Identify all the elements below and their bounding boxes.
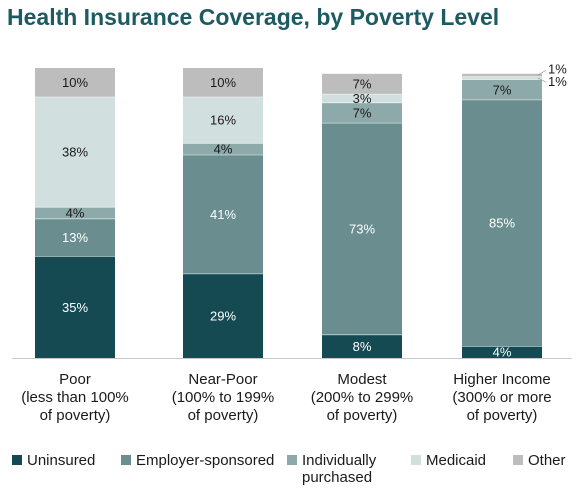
- segment-labels-group: 35%13%4%38%10%29%41%4%16%10%8%73%7%3%7%4…: [62, 61, 567, 359]
- category-label: Near-Poor: [188, 371, 257, 388]
- legend-swatch: [411, 455, 421, 465]
- bar-segment: [462, 99, 542, 347]
- legend-label: Uninsured: [27, 452, 95, 469]
- category-label: (200% to 299%: [311, 389, 414, 406]
- data-label: 85%: [489, 216, 515, 231]
- legend-label: Medicaid: [426, 452, 486, 469]
- data-label: 73%: [349, 221, 375, 236]
- legend-swatch: [121, 455, 131, 465]
- legend-label: Individually: [302, 452, 377, 469]
- data-label-outside: 1%: [548, 61, 567, 76]
- data-label: 4%: [493, 345, 512, 360]
- bar-segment: [462, 346, 542, 358]
- bar-segment: [322, 102, 402, 124]
- category-label: Modest: [337, 371, 387, 388]
- bar-segment: [35, 218, 115, 257]
- data-label: 10%: [62, 75, 88, 90]
- data-label: 29%: [210, 308, 236, 323]
- bar-segment: [183, 155, 263, 274]
- category-label: (300% or more: [452, 389, 551, 406]
- label-leader-line: [537, 69, 547, 76]
- data-label: 3%: [353, 91, 372, 106]
- bar-segment: [322, 334, 402, 358]
- category-label: of poverty): [188, 407, 259, 424]
- label-leader-line: [537, 77, 547, 83]
- category-label: Higher Income: [453, 371, 551, 388]
- bar-segment: [35, 207, 115, 219]
- category-label: of poverty): [40, 407, 111, 424]
- data-label: 13%: [62, 230, 88, 245]
- bar-segment: [183, 97, 263, 144]
- legend-swatch: [12, 455, 22, 465]
- data-label: 10%: [210, 75, 236, 90]
- data-label: 7%: [493, 82, 512, 97]
- data-label-outside: 1%: [548, 74, 567, 89]
- category-label: Poor: [59, 371, 91, 388]
- bar-segment: [462, 79, 542, 100]
- legend-label: Employer-sponsored: [136, 452, 274, 469]
- chart-title: Health Insurance Coverage, by Poverty Le…: [7, 4, 500, 30]
- bar-segment: [462, 76, 542, 80]
- data-label: 4%: [66, 206, 85, 221]
- data-label: 41%: [210, 207, 236, 222]
- data-label: 7%: [353, 105, 372, 120]
- bar-segment: [322, 94, 402, 103]
- bar-segment: [183, 143, 263, 155]
- bar-segment: [322, 123, 402, 335]
- data-label: 35%: [62, 300, 88, 315]
- bar-segment: [35, 97, 115, 208]
- data-label: 38%: [62, 145, 88, 160]
- category-label: (less than 100%: [21, 389, 129, 406]
- bar-segment: [462, 73, 542, 77]
- bar-segment: [35, 256, 115, 358]
- category-labels-group: Poor(less than 100%of poverty)Near-Poor(…: [21, 371, 551, 424]
- bar-segment: [183, 68, 263, 97]
- legend-swatch: [513, 455, 523, 465]
- data-label: 4%: [214, 142, 233, 157]
- data-label: 7%: [353, 76, 372, 91]
- data-label: 16%: [210, 113, 236, 128]
- bar-segment: [35, 68, 115, 97]
- legend: Uninsured Employer-sponsored Individuallyp…: [12, 452, 566, 486]
- bars-group: [12, 68, 572, 359]
- bar-segment: [183, 273, 263, 358]
- legend-label: purchased: [302, 469, 372, 486]
- legend-label: Other: [528, 452, 566, 469]
- legend-swatch: [287, 455, 297, 465]
- category-label: (100% to 199%: [172, 389, 275, 406]
- data-label: 8%: [353, 339, 372, 354]
- bar-segment: [322, 73, 402, 95]
- category-label: of poverty): [467, 407, 538, 424]
- category-label: of poverty): [327, 407, 398, 424]
